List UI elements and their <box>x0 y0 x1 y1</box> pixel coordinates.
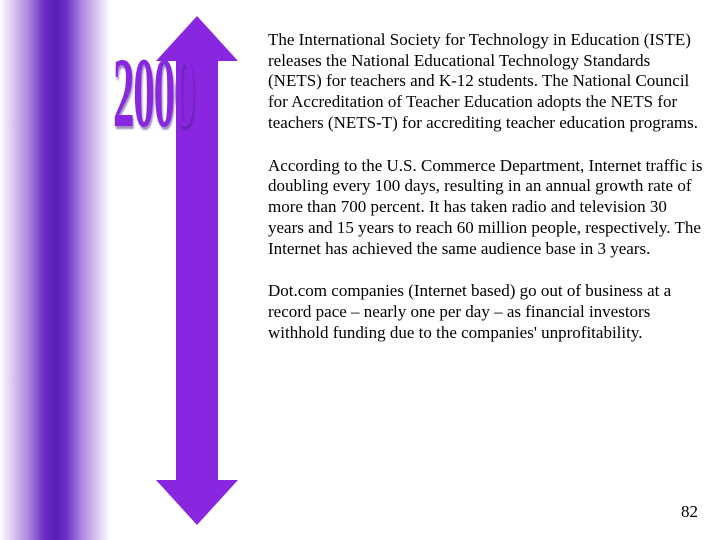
paragraph-1: The International Society for Technology… <box>268 30 704 134</box>
year-label: 2000 <box>113 37 194 152</box>
content-area: The International Society for Technology… <box>268 30 704 366</box>
arrow-head-down <box>156 480 238 525</box>
paragraph-2: According to the U.S. Commerce Departmen… <box>268 156 704 260</box>
page-number: 82 <box>681 502 698 522</box>
left-gradient-bar <box>0 0 110 540</box>
paragraph-3: Dot.com companies (Internet based) go ou… <box>268 281 704 343</box>
